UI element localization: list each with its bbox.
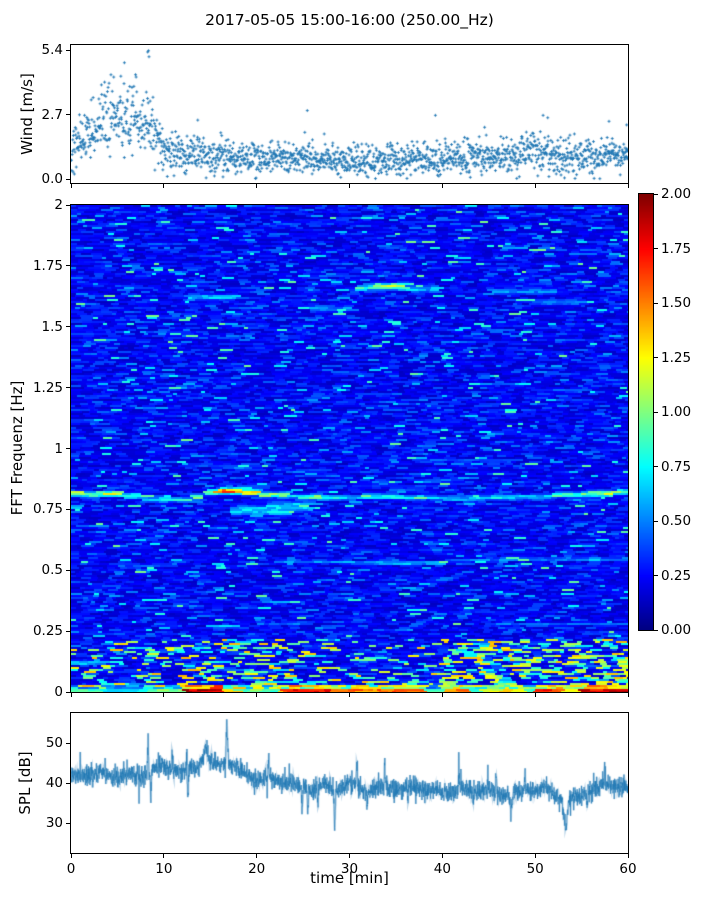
y-tick-label: 2 (54, 197, 63, 213)
x-tick-mark (627, 854, 629, 858)
colorbar-tick-mark (654, 248, 658, 249)
y-tick-mark (66, 178, 70, 180)
colorbar-tick-mark (654, 302, 658, 304)
y-tick-label: 0.0 (41, 171, 63, 188)
y-tick-label: 1.25 (32, 379, 63, 396)
x-tick-label: 20 (248, 861, 266, 877)
y-tick-mark (66, 387, 70, 389)
colorbar-tick-label: 0.00 (661, 622, 692, 638)
x-tick-mark (534, 693, 536, 697)
colorbar-tick-label: 0.25 (661, 567, 692, 584)
x-tick-mark (349, 184, 350, 188)
x-tick-mark (163, 854, 165, 858)
x-tick-mark (441, 184, 443, 188)
x-tick-mark (441, 693, 443, 697)
spl-line-axes (70, 712, 629, 854)
y-tick-mark (66, 49, 70, 51)
y-tick-label: 5.4 (41, 42, 63, 59)
x-tick-label: 40 (433, 861, 451, 877)
colorbar-canvas (639, 194, 653, 630)
colorbar (638, 193, 654, 631)
y-tick-label: 1.75 (32, 257, 63, 274)
y-tick-mark (66, 630, 70, 632)
x-tick-label: 10 (155, 861, 173, 877)
y-tick-label: 50 (45, 735, 63, 751)
wind-scatter-canvas (71, 45, 628, 183)
colorbar-tick-label: 1.00 (661, 404, 692, 420)
spectrogram-canvas (71, 205, 628, 692)
y-tick-mark (66, 326, 70, 328)
y-tick-mark (66, 742, 70, 744)
y-tick-label: 0.5 (41, 562, 63, 579)
colorbar-tick-mark (654, 193, 658, 195)
x-tick-mark (441, 854, 443, 858)
colorbar-tick-mark (654, 466, 658, 467)
x-tick-mark (163, 184, 165, 188)
y-tick-label: 0.25 (32, 623, 63, 640)
y-tick-label: 1 (54, 440, 63, 457)
x-tick-mark (70, 693, 72, 697)
colorbar-tick-label: 0.50 (661, 513, 692, 529)
spl-line-canvas (71, 713, 628, 853)
colorbar-tick-mark (654, 520, 658, 522)
y-tick-mark (66, 204, 70, 206)
y-tick-label: 40 (45, 775, 63, 791)
y-tick-label: 1.5 (41, 318, 63, 335)
y-tick-label: 2.7 (41, 106, 63, 123)
x-axis-label: time [min] (310, 869, 389, 887)
colorbar-tick-label: 1.50 (661, 295, 692, 311)
x-tick-mark (627, 693, 629, 697)
colorbar-tick-mark (654, 575, 658, 576)
spectrogram-axes (70, 204, 629, 693)
y-tick-mark (66, 448, 70, 449)
y-tick-mark (66, 508, 70, 510)
x-tick-mark (70, 184, 72, 188)
x-tick-label: 50 (526, 861, 544, 877)
y-tick-mark (66, 822, 70, 824)
y-tick-mark (66, 265, 70, 267)
x-tick-label: 60 (619, 861, 637, 877)
y-tick-label: 30 (45, 815, 63, 831)
y-tick-mark (66, 569, 70, 571)
x-tick-mark (534, 854, 536, 858)
y-tick-mark (66, 114, 70, 116)
x-tick-label: 0 (66, 861, 76, 877)
x-tick-mark (256, 184, 258, 188)
y-tick-label: 0 (54, 684, 63, 700)
x-tick-mark (256, 854, 258, 858)
y-tick-label: 0.75 (32, 501, 63, 518)
colorbar-tick-label: 1.25 (661, 349, 692, 366)
colorbar-tick-label: 1.75 (661, 240, 692, 257)
x-tick-mark (349, 854, 350, 858)
y-tick-mark (66, 691, 70, 693)
y-tick-mark (66, 782, 70, 784)
colorbar-tick-label: 0.75 (661, 458, 692, 475)
colorbar-tick-mark (654, 411, 658, 413)
x-tick-mark (534, 184, 536, 188)
x-tick-mark (70, 854, 72, 858)
x-tick-mark (349, 693, 350, 697)
x-tick-mark (256, 693, 258, 697)
x-tick-label: 30 (340, 861, 359, 877)
x-tick-mark (163, 693, 165, 697)
colorbar-tick-mark (654, 357, 658, 358)
figure-title: 2017-05-05 15:00-16:00 (250.00_Hz) (205, 11, 494, 29)
colorbar-tick-label: 2.00 (661, 186, 692, 202)
wind-scatter-axes (70, 44, 629, 184)
x-tick-mark (627, 184, 629, 188)
colorbar-tick-mark (654, 629, 658, 631)
